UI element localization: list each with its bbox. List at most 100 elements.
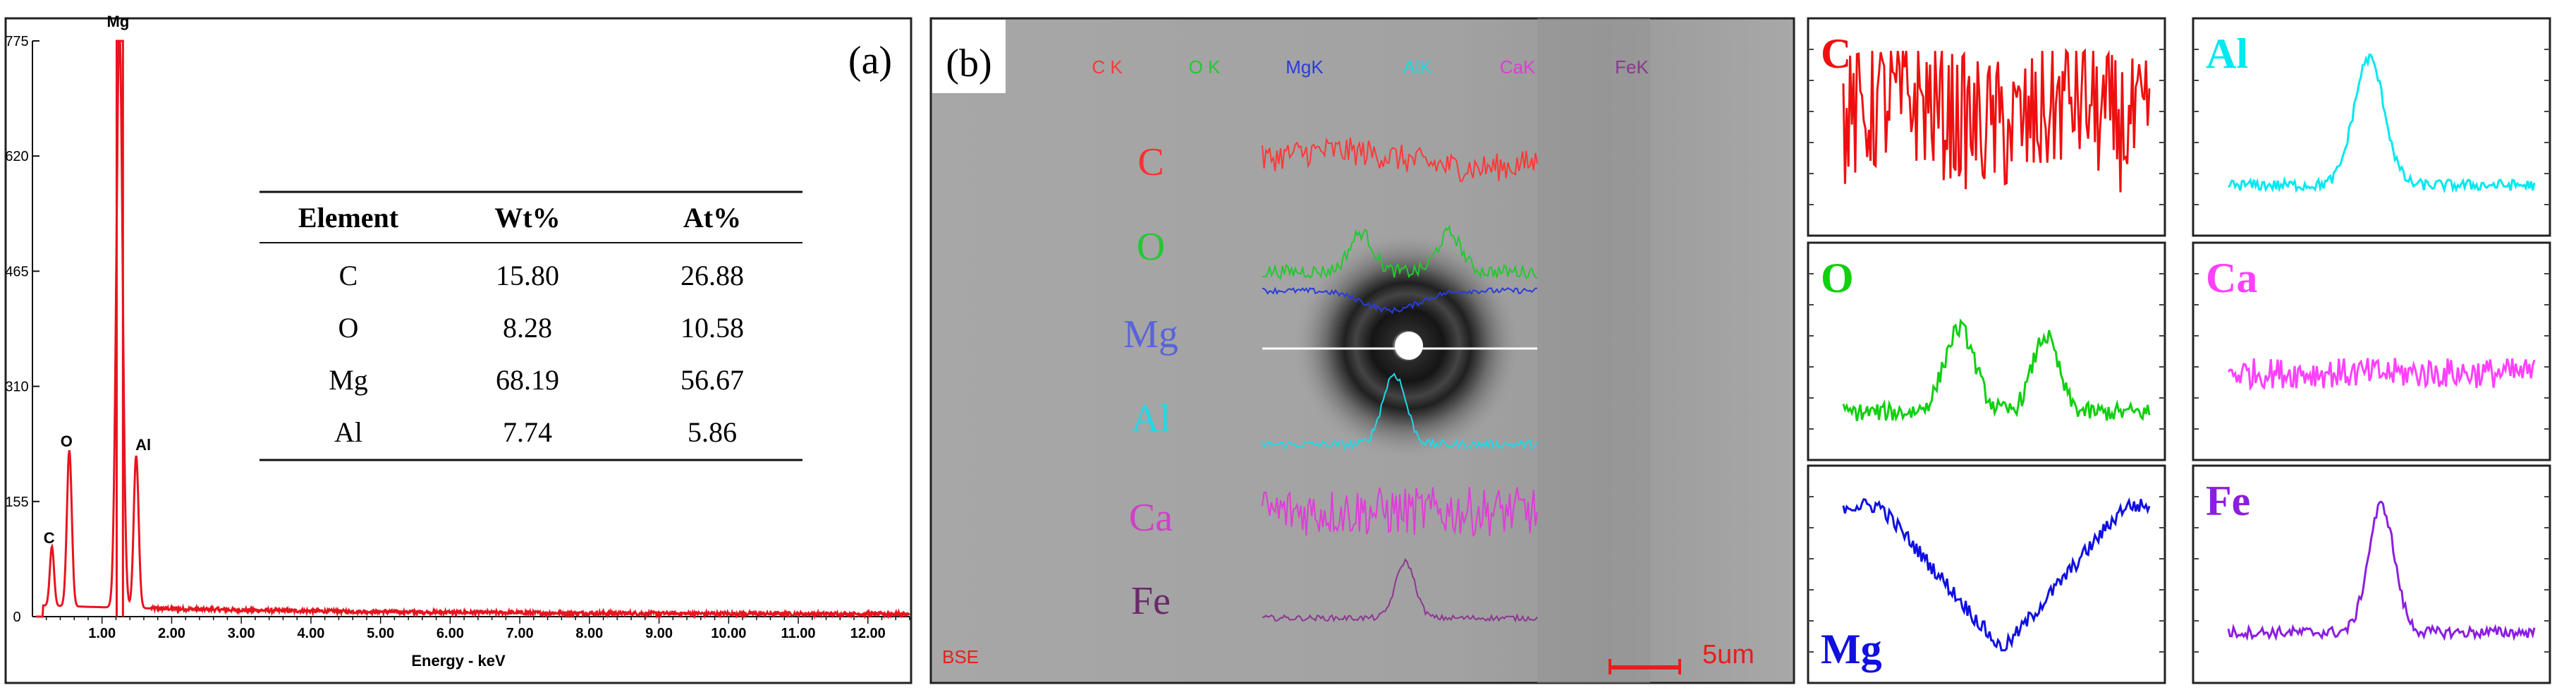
line-scan-trace xyxy=(1842,47,2151,193)
scale-bar-label: 5um xyxy=(1702,640,1754,670)
x-tick-label: 10.00 xyxy=(711,626,746,641)
line-scan-label: Ca xyxy=(2206,255,2257,301)
trace-label-c: C xyxy=(1137,140,1164,184)
line-scan-label: Fe xyxy=(2206,478,2250,524)
y-tick-label: 620 xyxy=(5,149,28,164)
table-cell: 10.58 xyxy=(680,312,744,344)
table-body: C 15.80 26.88 O 8.28 10.58 Mg 68.19 56.67 Al 7.74 5… xyxy=(329,260,744,448)
trace-label-al: Al xyxy=(1131,397,1171,441)
x-tick-label: 2.00 xyxy=(158,626,185,641)
particle-core xyxy=(1395,332,1423,360)
peak-label-al: Al xyxy=(135,436,151,454)
trace-label-o: O xyxy=(1137,225,1165,269)
peak-labels: C O Mg Al xyxy=(44,13,151,547)
table-header-cell: Wt% xyxy=(494,202,560,234)
table-cell: 7.74 xyxy=(503,416,552,448)
line-scan-frame xyxy=(2192,241,2551,461)
line-scan-label: O xyxy=(1821,255,1854,301)
line-scan-al: Al xyxy=(2192,17,2551,237)
y-tick-label: 0 xyxy=(13,610,20,625)
trace-label-ca: Ca xyxy=(1129,496,1173,540)
legend: C K O K MgK AlK CaK FeK xyxy=(1092,56,1649,78)
table-row: O 8.28 10.58 xyxy=(338,312,744,344)
table-cell: Al xyxy=(334,416,362,448)
line-scan-frame xyxy=(1807,241,2166,461)
x-tick-label: 8.00 xyxy=(575,626,603,641)
line-scan-label: Al xyxy=(2206,30,2248,77)
table-row: Al 7.74 5.86 xyxy=(334,416,737,448)
line-scan-trace xyxy=(1842,318,2151,423)
x-tick-label: 11.00 xyxy=(781,626,816,641)
line-scan-trace xyxy=(2227,500,2536,641)
x-tick-label: 4.00 xyxy=(297,626,324,641)
peak-label-c: C xyxy=(44,529,55,547)
overlay-trace-fe xyxy=(1262,557,1538,623)
y-tick-label: 155 xyxy=(5,495,28,510)
panel-b-label: (b) xyxy=(946,42,991,85)
line-scan-o: O xyxy=(1807,241,2166,461)
x-tick-label: 5.00 xyxy=(367,626,394,641)
x-tick-label: 7.00 xyxy=(506,626,534,641)
table-cell: Mg xyxy=(329,364,368,396)
peak-label-mg: Mg xyxy=(107,13,130,30)
peak-label-o: O xyxy=(61,432,73,450)
line-scan-trace xyxy=(2227,53,2536,194)
overlay-trace-mg xyxy=(1262,286,1538,315)
table-row: Mg 68.19 56.67 xyxy=(329,364,744,396)
y-tick-label: 310 xyxy=(5,380,28,395)
overlay-trace-o xyxy=(1262,224,1538,280)
y-tick-label: 775 xyxy=(5,34,28,49)
line-scan-label: C xyxy=(1821,30,1851,77)
bse-label: BSE xyxy=(942,646,979,667)
overlay-trace-ca xyxy=(1262,487,1538,538)
table-cell: 26.88 xyxy=(680,260,744,291)
overlay-trace-c xyxy=(1262,137,1538,182)
x-tick-label: 6.00 xyxy=(437,626,464,641)
y-tick-label: 465 xyxy=(5,264,28,279)
line-scan-frame xyxy=(1807,464,2166,684)
overlay-trace-al xyxy=(1262,373,1538,452)
line-scan-fe: Fe xyxy=(2192,464,2551,684)
overlay-traces xyxy=(1262,137,1538,623)
panel-b-bse-image: (b) C K O K MgK AlK CaK FeK CO Mg Al Ca Fe BSE 5u… xyxy=(929,17,1795,684)
line-scan-trace xyxy=(1842,497,2151,652)
label-box xyxy=(932,20,1006,93)
table-cell: C xyxy=(339,260,358,291)
composition-table: Element Wt% At% C 15.80 26.88 O 8.28 10.58 Mg 68.… xyxy=(260,190,802,461)
legend-item-ok: O K xyxy=(1189,56,1221,78)
line-scan-frame xyxy=(2192,464,2551,684)
x-tick-label: 12.00 xyxy=(850,626,886,641)
trace-label-fe: Fe xyxy=(1131,579,1171,623)
table-cell: 15.80 xyxy=(496,260,559,291)
table-cell: 8.28 xyxy=(503,312,552,344)
line-scan-panels: C Al O Ca Mg Fe xyxy=(1807,17,2551,684)
table-cell: 56.67 xyxy=(680,364,744,396)
table-cell: 68.19 xyxy=(496,364,559,396)
x-tick-label: 9.00 xyxy=(645,626,673,641)
panel-a-frame xyxy=(4,17,912,684)
legend-item-alk: AlK xyxy=(1403,56,1432,78)
panel-a-label: (a) xyxy=(848,39,892,83)
table-row: C 15.80 26.88 xyxy=(339,260,744,291)
spectrum-line xyxy=(35,40,910,620)
line-scan-ca: Ca xyxy=(2192,241,2551,461)
table-header: Element Wt% At% xyxy=(298,202,741,234)
legend-item-ck: C K xyxy=(1092,56,1123,78)
table-header-cell: At% xyxy=(683,202,741,234)
x-axis: 1.00 2.00 3.00 4.00 5.00 6.00 7.00 8.00 9.00 10.0… xyxy=(32,616,910,641)
legend-item-mgk: MgK xyxy=(1286,56,1324,78)
darker-band xyxy=(1537,18,1650,683)
y-axis: 0 155 310 465 620 775 xyxy=(5,34,39,625)
x-tick-label: 1.00 xyxy=(88,626,116,641)
trace-label-mg: Mg xyxy=(1123,313,1178,356)
legend-item-cak: CaK xyxy=(1500,56,1536,78)
table-cell: O xyxy=(338,312,359,344)
line-scan-trace xyxy=(2227,358,2536,392)
line-scan-c: C xyxy=(1807,17,2166,237)
x-tick-label: 3.00 xyxy=(228,626,255,641)
table-header-cell: Element xyxy=(298,202,399,234)
table-cell: 5.86 xyxy=(688,416,737,448)
trace-labels: CO Mg Al Ca Fe xyxy=(1123,140,1178,623)
line-scan-label: Mg xyxy=(1821,626,1882,672)
